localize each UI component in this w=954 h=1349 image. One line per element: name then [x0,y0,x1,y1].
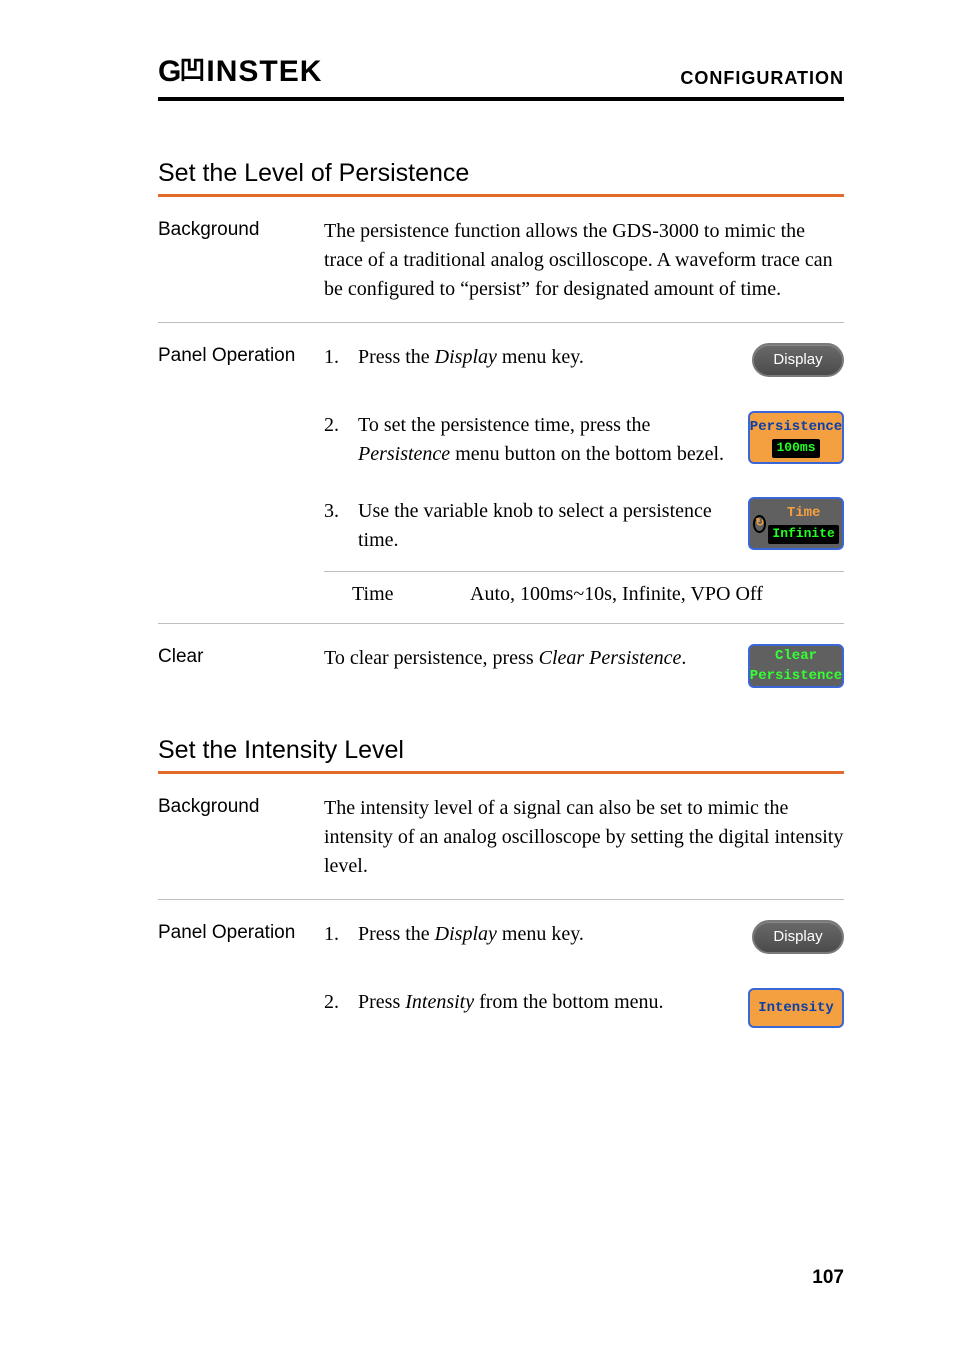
clear-body: To clear persistence, press Clear Persis… [324,644,844,688]
section-title-intensity: Set the Intensity Level [158,736,844,771]
brand-logo: G凹INSTEK [158,52,322,89]
display-button: Display [752,343,844,377]
clear-softkey-illustration: Clear Persistence [748,644,844,688]
clear-row: Clear To clear persistence, press Clear … [158,624,844,706]
step-text: Press the Display menu key. [358,920,740,949]
row-label: Panel Operation [158,920,324,944]
time-label: Time [352,580,470,609]
step-number: 3. [324,497,346,526]
display-key-illustration: Display [752,343,844,377]
section-title-persistence: Set the Level of Persistence [158,159,844,194]
steps-2: 1. Press the Display menu key. Display 2… [324,920,844,1028]
time-softkey: ↻ Time Infinite [748,497,844,550]
time-range-row: Time Auto, 100ms~10s, Infinite, VPO Off [324,572,844,617]
display-button: Display [752,920,844,954]
row-label: Background [158,794,324,818]
display-key-illustration: Display [752,920,844,954]
time-value: Auto, 100ms~10s, Infinite, VPO Off [470,580,763,609]
step-number: 1. [324,343,346,372]
step-1: 1. Press the Display menu key. Display [324,343,844,377]
step-3: 3. Use the variable knob to select a per… [324,497,844,555]
intensity-softkey: Intensity [748,988,844,1028]
persistence-softkey-illustration: Persistence 100ms [748,411,844,464]
time-softkey-illustration: ↻ Time Infinite [748,497,844,550]
background-text-2: The intensity level of a signal can also… [324,794,844,881]
row-label: Background [158,217,324,241]
step-number: 2. [324,988,346,1017]
step-text: Use the variable knob to select a persis… [358,497,736,555]
steps: 1. Press the Display menu key. Display 2… [324,343,844,617]
background-row: Background The persistence function allo… [158,197,844,322]
row-label: Panel Operation [158,343,324,367]
clear-persistence-softkey: Clear Persistence [748,644,844,688]
step-number: 2. [324,411,346,440]
step-text: To set the persistence time, press the P… [358,411,736,469]
step-text: Press Intensity from the bottom menu. [358,988,736,1017]
logo-rest: INSTEK [206,55,322,88]
step-2: 2. To set the persistence time, press th… [324,411,844,469]
panel-operation-row: Panel Operation 1. Press the Display men… [158,323,844,623]
intensity-softkey-illustration: Intensity [748,988,844,1028]
logo-prefix: G [158,55,179,88]
step-2: 2. Press Intensity from the bottom menu.… [324,988,844,1028]
page-header: G凹INSTEK CONFIGURATION [158,52,844,95]
background-row-2: Background The intensity level of a sign… [158,774,844,899]
variable-knob-icon: ↻ [753,515,766,533]
step-text: Press the Display menu key. [358,343,740,372]
step-1: 1. Press the Display menu key. Display [324,920,844,954]
header-rule [158,97,844,101]
step-number: 1. [324,920,346,949]
page-number: 107 [812,1267,844,1289]
background-text: The persistence function allows the GDS-… [324,217,844,304]
clear-text: To clear persistence, press Clear Persis… [324,644,736,673]
panel-operation-row-2: Panel Operation 1. Press the Display men… [158,900,844,1046]
header-section-name: CONFIGURATION [680,68,844,89]
row-label: Clear [158,644,324,668]
persistence-softkey: Persistence 100ms [748,411,844,464]
